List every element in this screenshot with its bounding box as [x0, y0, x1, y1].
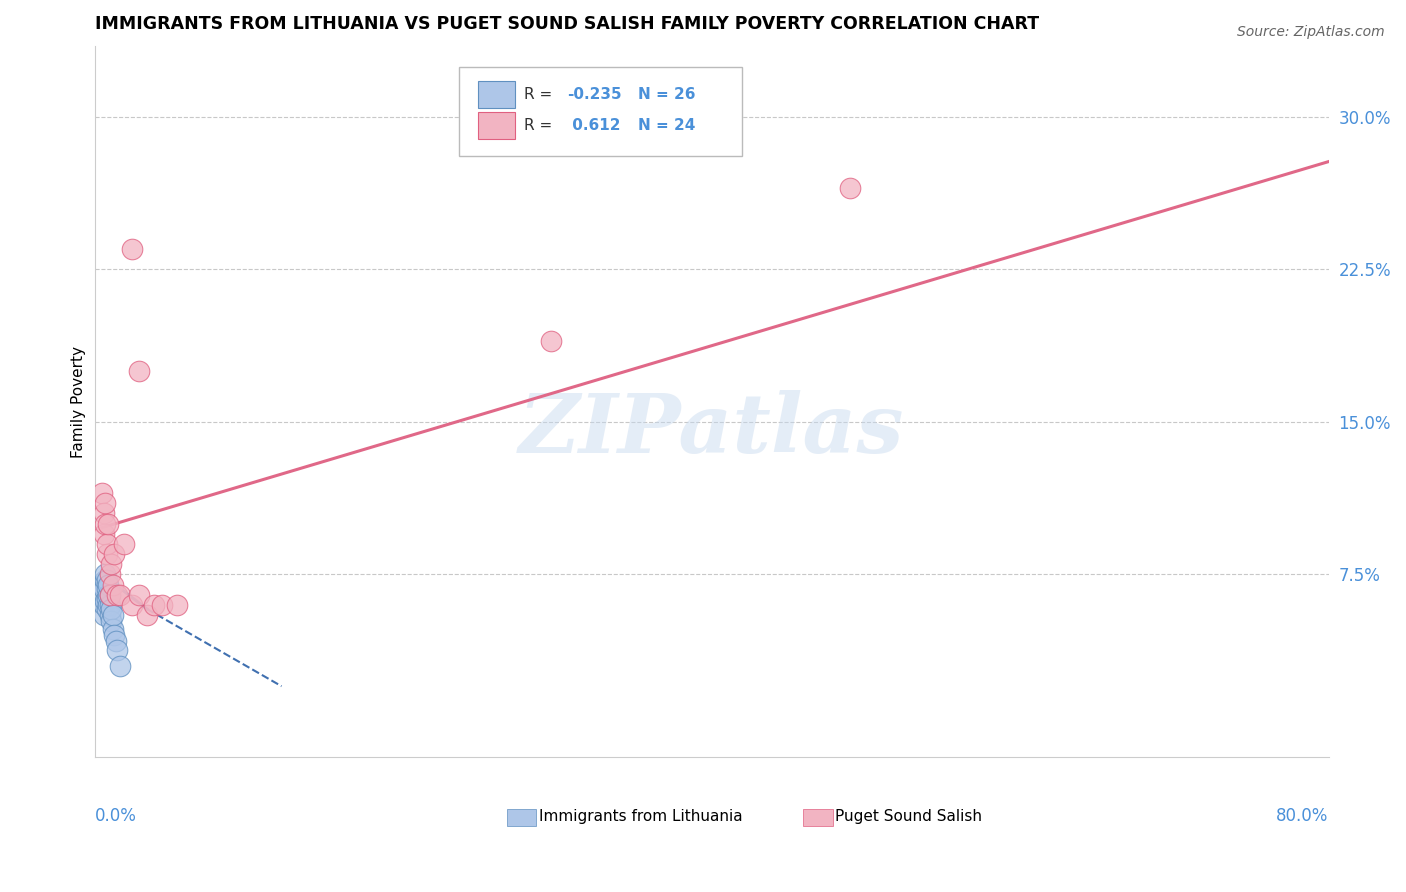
Point	[121, 598, 143, 612]
Point	[108, 659, 131, 673]
Point	[105, 588, 128, 602]
Point	[94, 567, 117, 582]
Point	[101, 608, 124, 623]
Point	[98, 608, 121, 623]
Point	[97, 577, 120, 591]
FancyBboxPatch shape	[458, 67, 742, 156]
Point	[100, 602, 122, 616]
Point	[128, 364, 150, 378]
Text: Source: ZipAtlas.com: Source: ZipAtlas.com	[1237, 25, 1385, 39]
Text: R =: R =	[524, 118, 553, 133]
Point	[96, 574, 118, 588]
Point	[94, 516, 117, 531]
FancyBboxPatch shape	[803, 809, 832, 826]
Point	[105, 642, 128, 657]
Point	[98, 588, 121, 602]
Point	[97, 588, 120, 602]
Point	[93, 582, 115, 596]
Point	[101, 577, 124, 591]
Point	[166, 598, 188, 612]
Y-axis label: Family Poverty: Family Poverty	[72, 345, 86, 458]
Point	[100, 614, 122, 628]
Point	[114, 537, 136, 551]
Point	[128, 588, 150, 602]
Point	[101, 622, 124, 636]
Point	[94, 496, 117, 510]
Text: 80.0%: 80.0%	[1277, 807, 1329, 825]
FancyBboxPatch shape	[478, 112, 516, 139]
Point	[94, 574, 117, 588]
Point	[150, 598, 173, 612]
Text: Puget Sound Salish: Puget Sound Salish	[835, 809, 981, 824]
FancyBboxPatch shape	[506, 809, 536, 826]
Point	[143, 598, 166, 612]
Text: IMMIGRANTS FROM LITHUANIA VS PUGET SOUND SALISH FAMILY POVERTY CORRELATION CHART: IMMIGRANTS FROM LITHUANIA VS PUGET SOUND…	[94, 15, 1039, 33]
Text: N = 26: N = 26	[637, 87, 695, 103]
Text: 0.0%: 0.0%	[94, 807, 136, 825]
Point	[94, 594, 117, 608]
Point	[96, 591, 118, 606]
Text: N = 24: N = 24	[637, 118, 695, 133]
Point	[98, 598, 121, 612]
Text: -0.235: -0.235	[567, 87, 621, 103]
Point	[540, 334, 562, 348]
Point	[91, 486, 114, 500]
Point	[91, 577, 114, 591]
Point	[97, 516, 120, 531]
Point	[93, 507, 115, 521]
Point	[91, 588, 114, 602]
FancyBboxPatch shape	[478, 81, 516, 108]
Point	[97, 598, 120, 612]
Text: R =: R =	[524, 87, 553, 103]
Point	[103, 547, 125, 561]
Point	[93, 598, 115, 612]
Point	[93, 526, 115, 541]
Point	[96, 582, 118, 596]
Point	[839, 181, 862, 195]
Text: ZIPatlas: ZIPatlas	[519, 390, 904, 470]
Text: 0.612: 0.612	[567, 118, 620, 133]
Point	[98, 567, 121, 582]
Point	[93, 608, 115, 623]
Text: Immigrants from Lithuania: Immigrants from Lithuania	[538, 809, 742, 824]
Point	[96, 537, 118, 551]
Point	[136, 608, 159, 623]
Point	[108, 588, 131, 602]
Point	[96, 602, 118, 616]
Point	[98, 588, 121, 602]
Point	[96, 547, 118, 561]
Point	[104, 634, 127, 648]
Point	[100, 558, 122, 572]
Point	[103, 628, 125, 642]
Point	[121, 242, 143, 256]
